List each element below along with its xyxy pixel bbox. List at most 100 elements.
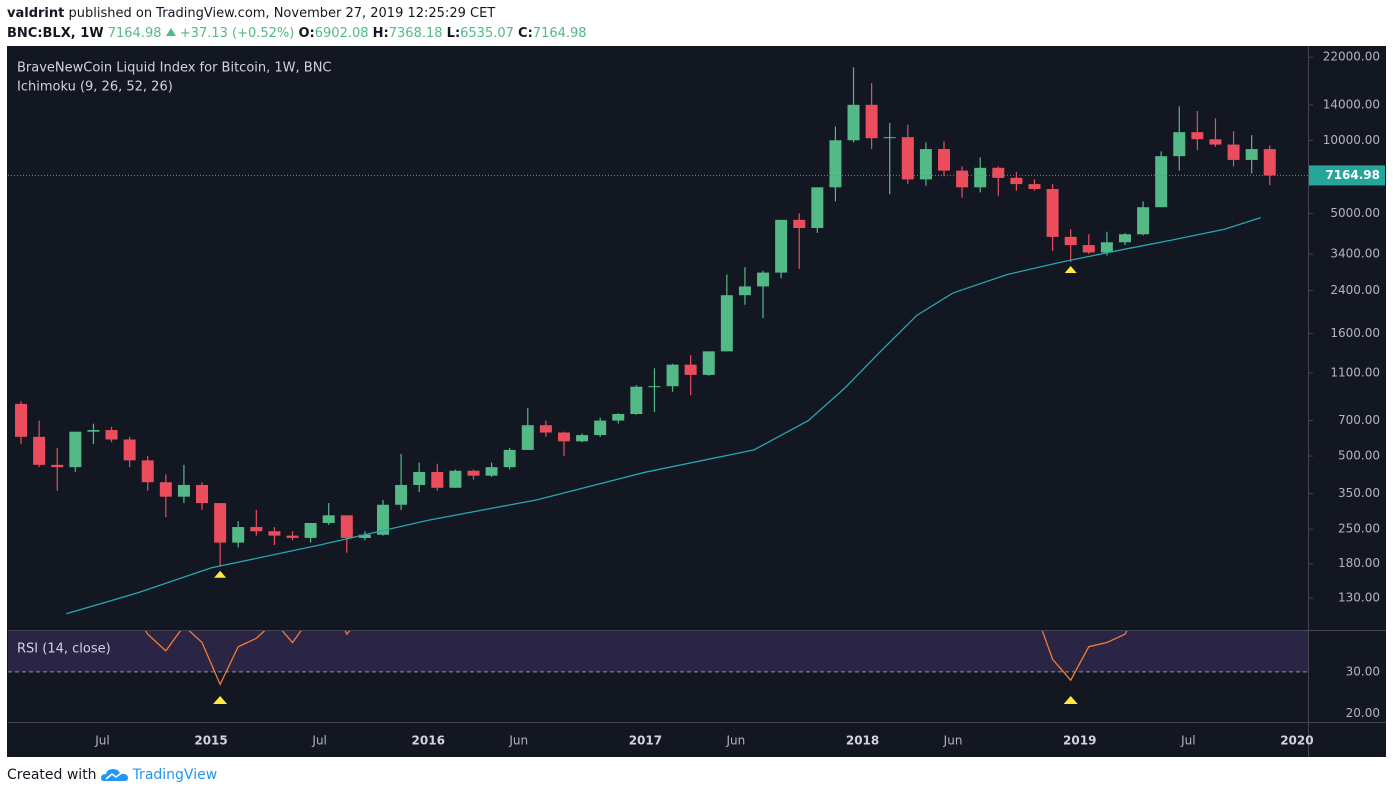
y-tick-label: 5000.00 xyxy=(1330,206,1380,220)
header-line: valdrint published on TradingView.com, N… xyxy=(7,4,587,24)
candle-body xyxy=(521,425,534,450)
candle-body xyxy=(557,432,570,442)
marker xyxy=(214,570,227,578)
candle-body xyxy=(214,503,227,543)
candle-body xyxy=(485,467,498,476)
footer-brand: TradingView xyxy=(132,767,218,783)
candle-body xyxy=(431,471,444,488)
last-price-box xyxy=(1309,165,1385,186)
candle-body xyxy=(738,286,751,296)
x-tick-label: 2016 xyxy=(412,734,445,748)
y-tick-label: 22000.00 xyxy=(1323,50,1380,64)
candle-body xyxy=(956,170,969,188)
y-tick-label: 30.00 xyxy=(1346,664,1380,678)
candle-body xyxy=(666,364,679,387)
chart-title: BraveNewCoin Liquid Index for Bitcoin, 1… xyxy=(17,61,332,76)
candle-body xyxy=(268,531,281,536)
candle-body xyxy=(974,167,987,188)
published: published on TradingView.com, November 2… xyxy=(68,6,496,21)
y-tick-label: 20.00 xyxy=(1346,706,1380,720)
l-label: L: xyxy=(446,26,461,41)
candle-body xyxy=(232,527,245,543)
rsi-label: RSI (14, close) xyxy=(17,642,111,657)
candle-body xyxy=(1263,149,1276,176)
candle-body xyxy=(1064,236,1077,246)
high: 7368.18 xyxy=(388,26,443,41)
last-price-label: 7164.98 xyxy=(1325,168,1380,182)
change: +37.13 (+0.52%) xyxy=(179,26,295,41)
candle-body xyxy=(1155,156,1168,208)
candle-body xyxy=(196,484,209,504)
marker xyxy=(213,696,228,704)
rsi-band xyxy=(8,630,1308,672)
candle-body xyxy=(576,435,589,442)
ma-line xyxy=(66,217,1261,615)
candle-body xyxy=(630,386,643,415)
candle-body xyxy=(69,431,82,468)
low: 6535.07 xyxy=(460,26,514,41)
candle-body xyxy=(250,527,263,532)
marker xyxy=(1063,696,1078,704)
candle-body xyxy=(286,535,299,538)
candle-body xyxy=(123,439,136,461)
candle-body xyxy=(1100,242,1113,253)
header: valdrint published on TradingView.com, N… xyxy=(7,4,587,44)
y-tick-label: 250.00 xyxy=(1338,522,1380,536)
x-tick-label: Jun xyxy=(508,734,528,748)
y-tick-label: 130.00 xyxy=(1338,591,1380,605)
x-tick-label: 2018 xyxy=(846,734,879,748)
candle-body xyxy=(449,470,462,488)
marker xyxy=(1064,266,1077,274)
candle-body xyxy=(612,414,625,421)
y-tick-label: 14000.00 xyxy=(1323,97,1380,111)
open: 6902.08 xyxy=(314,26,369,41)
candle-body xyxy=(757,272,770,287)
rsi-pane xyxy=(144,631,1128,686)
candle-body xyxy=(539,425,552,433)
candle-body xyxy=(33,436,46,465)
candle-body xyxy=(793,219,806,229)
x-tick-label: Jun xyxy=(726,734,746,748)
up-arrow xyxy=(165,28,176,36)
y-tick-label: 2400.00 xyxy=(1330,283,1380,297)
candle-body xyxy=(775,219,788,273)
candle-body xyxy=(1173,132,1186,157)
x-tick-label: Jul xyxy=(311,734,326,748)
x-tick-label: Jul xyxy=(94,734,109,748)
candle-body xyxy=(684,364,697,375)
candle-body xyxy=(648,386,661,388)
candle-body xyxy=(1245,149,1258,160)
y-tick-label: 700.00 xyxy=(1338,413,1380,427)
candle-body xyxy=(358,534,371,538)
candle-body xyxy=(829,140,842,188)
candle-body xyxy=(177,484,190,497)
candle-body xyxy=(141,460,154,483)
candle-body xyxy=(304,522,317,538)
candle-body xyxy=(1046,188,1059,237)
candle-body xyxy=(1010,177,1023,185)
candle-body xyxy=(322,515,335,523)
y-tick-label: 1100.00 xyxy=(1330,365,1380,379)
candle-body xyxy=(883,137,896,139)
candle-body xyxy=(847,104,860,141)
candle-body xyxy=(376,504,389,535)
candle-body xyxy=(594,420,607,436)
indicator-label: Ichimoku (9, 26, 52, 26) xyxy=(17,80,173,95)
candle-body xyxy=(702,351,715,375)
y-tick-label: 350.00 xyxy=(1338,486,1380,500)
candle-body xyxy=(159,482,172,497)
candle-body xyxy=(340,515,353,538)
y-tick-label: 500.00 xyxy=(1338,449,1380,463)
candle-body xyxy=(1191,132,1204,140)
h-label: H: xyxy=(372,26,389,41)
candle-body xyxy=(992,167,1005,178)
header-line: BNC:BLX, 1W 7164.98 +37.13 (+0.52%) O:69… xyxy=(7,24,587,44)
x-tick-label: 2015 xyxy=(194,734,227,748)
candle-body xyxy=(51,464,64,468)
y-tick-label: 3400.00 xyxy=(1330,246,1380,260)
y-tick-label: 1600.00 xyxy=(1330,326,1380,340)
x-tick-label: Jul xyxy=(1180,734,1195,748)
candle-body xyxy=(1227,144,1240,160)
